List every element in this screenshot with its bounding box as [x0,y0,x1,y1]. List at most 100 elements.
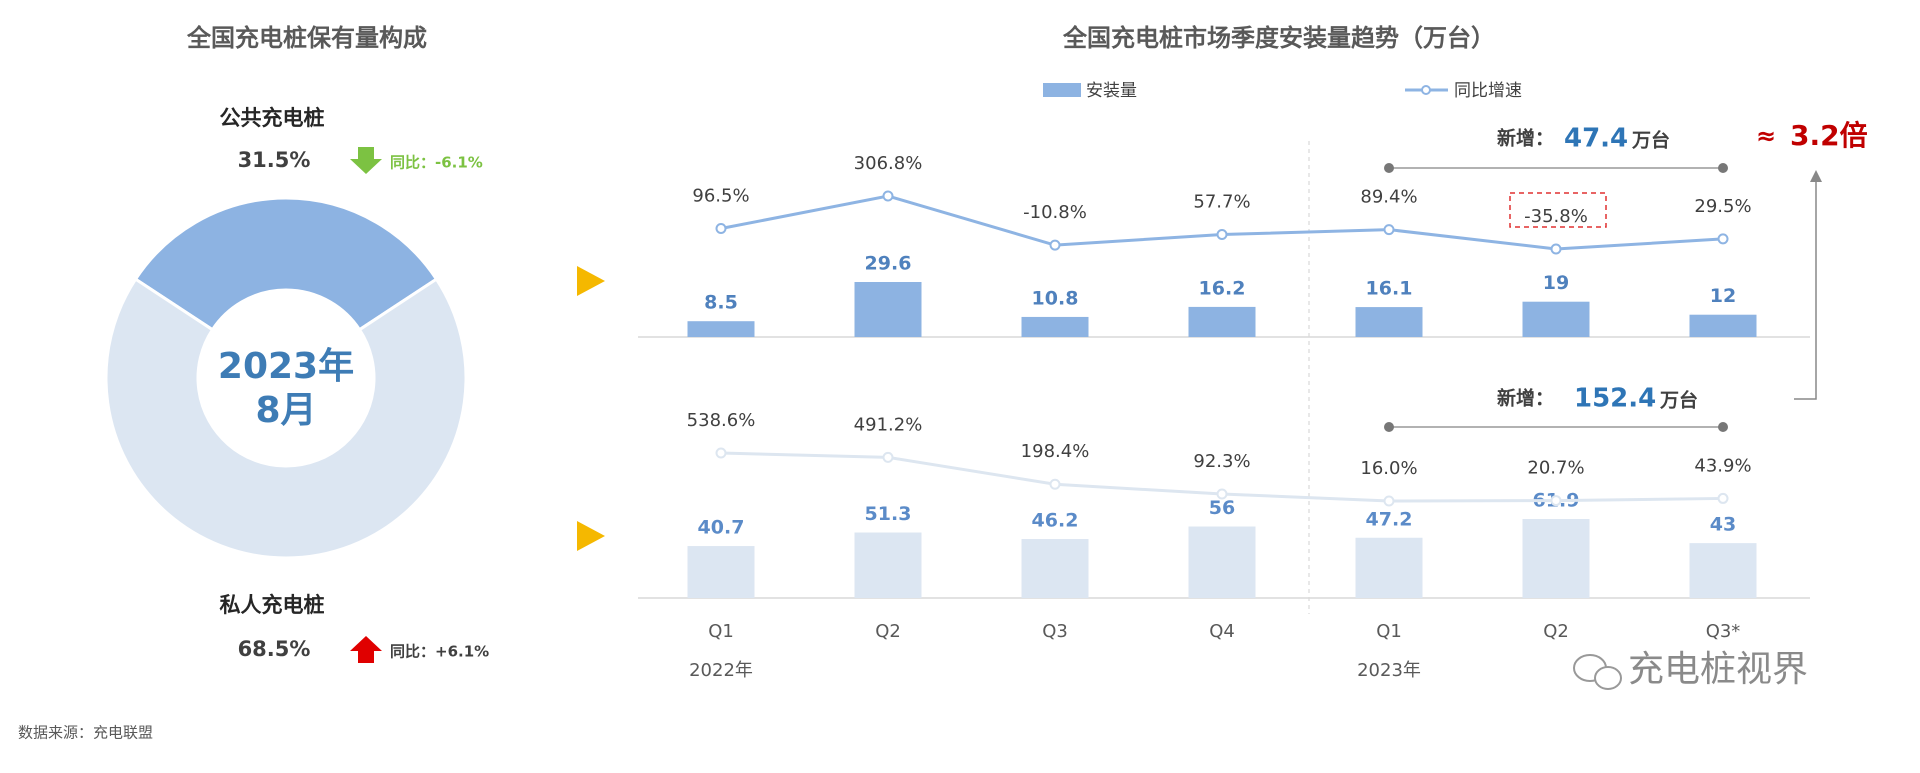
x-tick-label: Q3 [1042,621,1068,642]
bracket-dot [1384,163,1394,173]
x-tick-label: Q3* [1706,621,1741,642]
bar-label: 10.8 [1032,287,1079,309]
line-point [1049,239,1061,251]
value-label: 68.5% [238,637,311,661]
bar-label: 47.2 [1366,508,1413,530]
brand: 充电桩视界 [1628,649,1808,690]
ratio-label: 3.2倍 [1790,119,1868,152]
center-label: 2023年 [218,346,354,387]
bar-label: 29.6 [865,253,912,275]
bracket-dot [1384,422,1394,432]
arrow-head [1810,170,1822,182]
line-label: 29.5% [1694,196,1751,217]
line-label: 57.7% [1193,192,1250,213]
bar-label: 43 [1710,514,1736,536]
line-label: 89.4% [1360,187,1417,208]
total-value: 47.4 [1564,124,1628,154]
source: 数据来源：充电联盟 [18,724,153,742]
bar [1355,307,1423,337]
icon-bubble [1594,666,1622,690]
legend-marker [1421,85,1431,95]
line-label: 198.4% [1021,441,1090,462]
bar [1689,543,1757,598]
bar-label: 56 [1209,497,1235,519]
yoy-label: 同比：+6.1% [390,643,489,661]
bar [1522,519,1590,598]
bar-label: 8.5 [704,292,738,314]
pie-title: 全国充电桩保有量构成 [186,24,427,52]
line-label: 20.7% [1527,458,1584,479]
yoy-label: 同比：-6.1% [390,154,483,172]
line-point [1717,492,1729,504]
x-tick-label: Q2 [1543,621,1569,642]
yoy-arrow [350,147,382,174]
line-label: 491.2% [854,414,923,435]
line-label: 96.5% [692,186,749,207]
combo-title: 全国充电桩市场季度安装量趋势（万台） [1062,24,1495,52]
legend-label: 安装量 [1086,81,1137,101]
yoy-arrow [350,636,382,663]
legend-marker [1043,83,1081,97]
bar-label: 16.2 [1199,277,1246,299]
category-label: 私人充电桩 [220,593,325,617]
bar [1522,301,1590,337]
line-point [715,447,727,459]
line-label: 306.8% [854,153,923,174]
total-prefix: 新增： [1497,127,1554,150]
bar-label: 51.3 [865,503,912,525]
pointer [577,266,605,296]
line-point [882,451,894,463]
bar-label: 19 [1543,272,1569,294]
bar [854,282,922,337]
brand-icon [1573,654,1622,690]
ratio-symbol: ≈ [1756,122,1776,150]
bar [854,532,922,598]
line-point [1216,229,1228,241]
bar [1021,539,1089,598]
x-tick-label: Q4 [1209,621,1235,642]
donut-slice [104,277,468,560]
ratio-arrow [1794,180,1817,400]
total-unit: 万台 [1659,389,1698,412]
line-point [1049,478,1061,490]
pointer [577,521,605,551]
bar-label: 12 [1710,285,1736,307]
value-label: 31.5% [238,148,311,172]
center-label: 8月 [255,390,316,431]
line-point [1216,488,1228,500]
line-point [715,223,727,235]
line-label: 92.3% [1193,451,1250,472]
x-group-label: 2022年 [689,660,753,681]
line-point [1383,224,1395,236]
bar [1355,537,1423,598]
bar-label: 46.2 [1032,510,1079,532]
total-unit: 万台 [1631,129,1670,152]
line-label: 16.0% [1360,458,1417,479]
bar [1689,314,1757,337]
highlight-box [1509,192,1607,228]
line-point [1550,495,1562,507]
line-label: -35.8% [1524,206,1588,227]
total-prefix: 新增： [1497,387,1554,410]
line-label: 538.6% [687,410,756,431]
line-point [882,190,894,202]
bar-label: 40.7 [698,517,745,539]
line-point [1550,243,1562,255]
bar [1188,526,1256,598]
line-point [1717,233,1729,245]
x-tick-label: Q1 [1376,621,1402,642]
line-point [1383,495,1395,507]
bar [687,321,755,337]
x-tick-label: Q1 [708,621,734,642]
bar [1021,316,1089,337]
category-label: 公共充电桩 [220,106,325,130]
bar-label: 16.1 [1366,278,1413,300]
legend-label: 同比增速 [1454,81,1522,101]
line-label: -10.8% [1023,202,1087,223]
donut-slice [133,196,439,332]
x-group-label: 2023年 [1357,660,1421,681]
bracket-dot [1718,422,1728,432]
bar [687,546,755,598]
